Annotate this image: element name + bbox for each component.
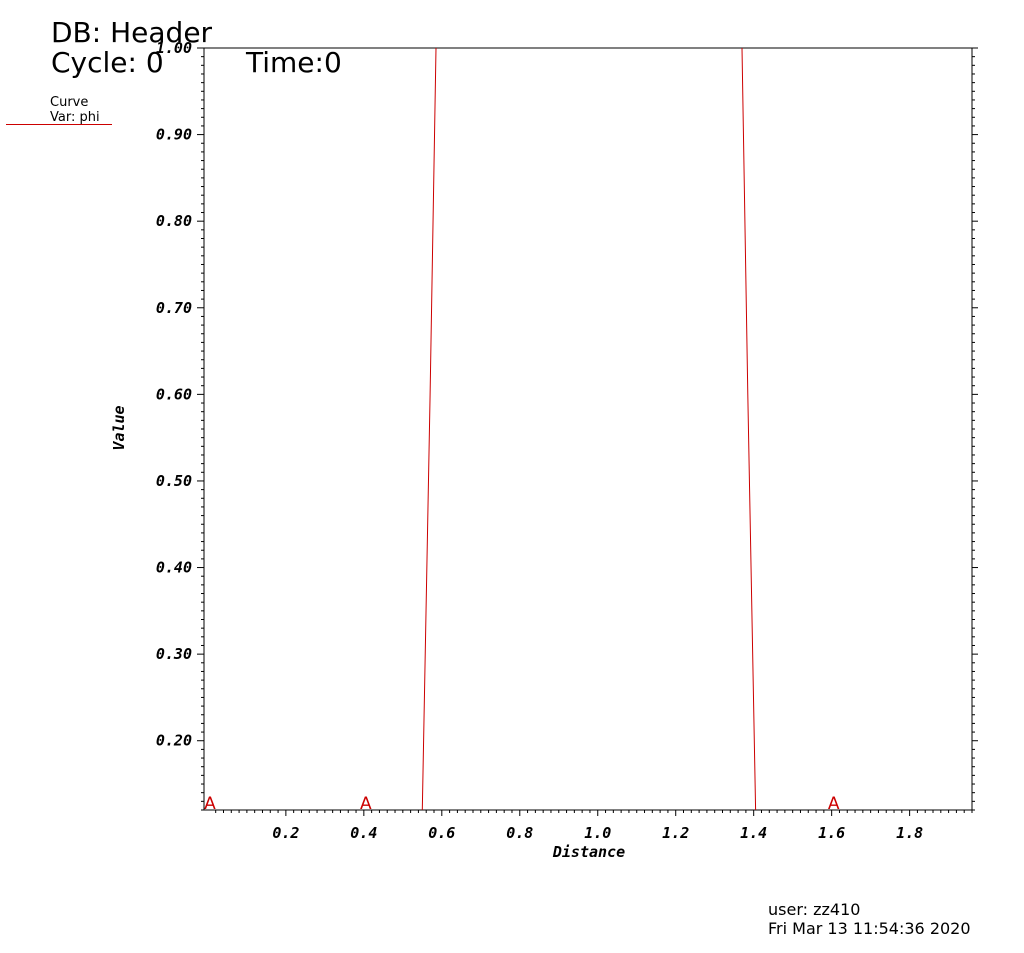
footer-user: user: zz410 — [768, 900, 861, 919]
y-tick-label: 0.70 — [156, 299, 192, 317]
x-tick-label: 1.4 — [740, 824, 767, 842]
y-tick-label: 1.00 — [156, 39, 192, 57]
time-label: Time:0 — [246, 46, 342, 79]
x-tick-labels: 0.2 0.4 0.6 0.8 1.0 1.2 1.4 1.6 1.8 — [272, 824, 923, 842]
x-tick-label: 0.2 — [272, 824, 299, 842]
x-tick-label: 0.4 — [350, 824, 377, 842]
y-tick-label: 0.20 — [156, 732, 192, 750]
curve-marker: A — [204, 794, 216, 814]
curve-lines — [421, 47, 757, 811]
curve-marker: A — [360, 794, 372, 814]
legend-line-swatch — [6, 124, 112, 125]
footer-timestamp: Fri Mar 13 11:54:36 2020 — [768, 919, 971, 938]
x-tick-label: 1.8 — [896, 824, 923, 842]
x-tick-label: 0.8 — [506, 824, 533, 842]
x-axis-title: Distance — [552, 843, 625, 861]
db-title: DB: Header — [51, 16, 213, 49]
curve-line-segment — [741, 47, 757, 811]
y-tick-label: 0.60 — [156, 385, 192, 403]
x-tick-label: 0.6 — [428, 824, 455, 842]
cycle-label: Cycle: 0 — [51, 46, 164, 79]
legend-title: Curve — [50, 95, 89, 110]
curve-marker: A — [828, 794, 840, 814]
plot-frame — [203, 47, 973, 811]
minor-ticks — [201, 56, 975, 813]
y-tick-label: 0.80 — [156, 212, 192, 230]
y-tick-label: 0.90 — [156, 126, 192, 144]
x-tick-label: 1.0 — [584, 824, 611, 842]
y-tick-label: 0.40 — [156, 559, 192, 577]
curve-line-segment — [421, 47, 437, 811]
legend-variable: Var: phi — [50, 110, 100, 125]
x-tick-label: 1.6 — [818, 824, 845, 842]
y-tick-labels: 0.20 0.30 0.40 0.50 0.60 0.70 0.80 0.90 1.00 — [156, 39, 192, 750]
y-axis-title: Value — [110, 405, 128, 450]
x-tick-label: 1.2 — [662, 824, 689, 842]
y-tick-label: 0.50 — [156, 472, 192, 490]
major-ticks — [197, 47, 978, 816]
y-tick-label: 0.30 — [156, 645, 192, 663]
